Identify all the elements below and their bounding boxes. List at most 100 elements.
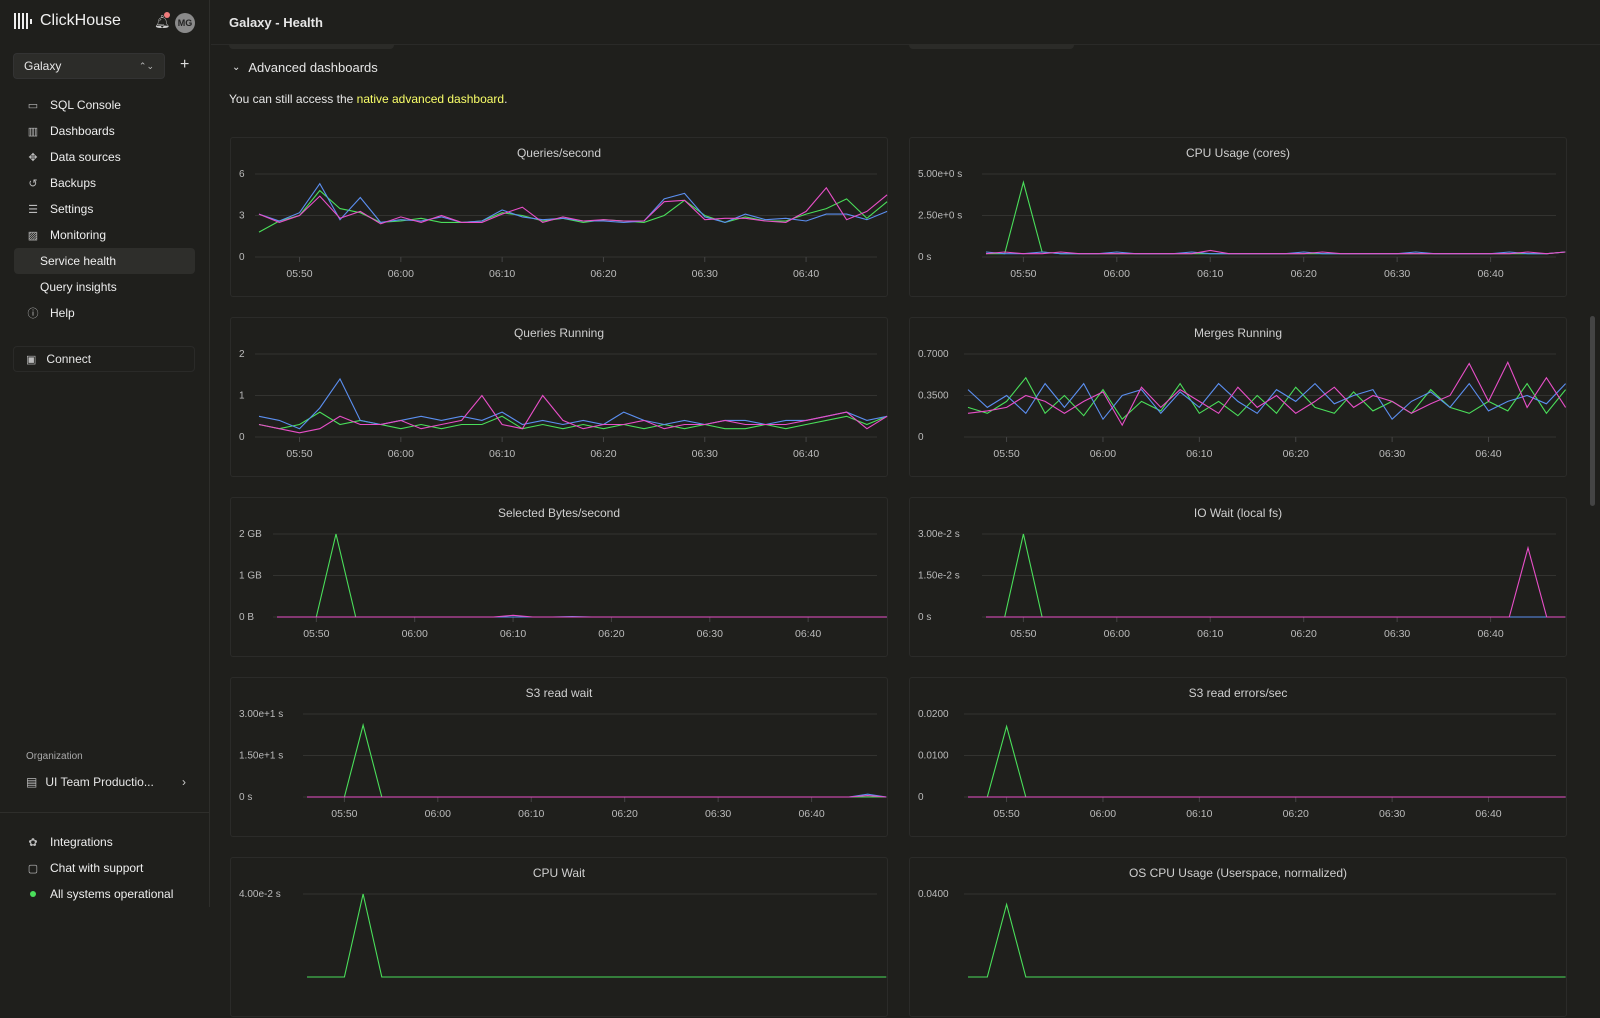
- y-tick-label: 2 GB: [239, 529, 262, 540]
- sidebar-item-chat-support[interactable]: ▢Chat with support: [14, 855, 204, 881]
- status-label: All systems operational: [50, 887, 173, 901]
- chat-icon: ▢: [26, 862, 40, 875]
- x-tick-label: 05:50: [993, 448, 1019, 460]
- y-tick-label: 0: [918, 432, 924, 443]
- sidebar-item-monitoring[interactable]: ▨ Monitoring: [14, 222, 195, 248]
- plug-icon: ✥: [26, 151, 40, 164]
- x-tick-label: 06:10: [489, 268, 515, 280]
- y-tick-label: 5.00e+0 s: [918, 169, 962, 180]
- x-tick-label: 06:00: [402, 628, 428, 640]
- status-dot-icon: [26, 888, 40, 900]
- sidebar-item-settings[interactable]: ☰Settings: [14, 196, 195, 222]
- scrollbar[interactable]: [1590, 316, 1595, 506]
- chart-plot: 4.00e-2 s: [231, 858, 889, 1018]
- series-line-0: [259, 191, 887, 233]
- chevron-right-icon: ›: [182, 775, 186, 789]
- system-status[interactable]: All systems operational: [14, 881, 204, 907]
- x-tick-label: 06:20: [590, 268, 616, 280]
- sidebar-item-dashboards[interactable]: ▥Dashboards: [14, 118, 195, 144]
- clickhouse-logo[interactable]: ClickHouse: [14, 12, 121, 30]
- notification-badge: [164, 12, 170, 18]
- x-tick-label: 06:00: [1104, 268, 1130, 280]
- connect-label: Connect: [46, 352, 91, 366]
- sidebar-item-label: Service health: [40, 254, 116, 268]
- x-tick-label: 06:40: [793, 268, 819, 280]
- x-tick-label: 06:30: [692, 448, 718, 460]
- organization-selector[interactable]: ▤ UI Team Productio... ›: [26, 775, 186, 789]
- sidebar-item-label: Help: [50, 306, 75, 320]
- monitor-icon: ▭: [26, 99, 40, 112]
- x-tick-label: 06:00: [425, 808, 451, 820]
- y-tick-label: 2.50e+0 s: [918, 211, 962, 222]
- y-tick-label: 0 s: [918, 252, 931, 263]
- service-selector-value: Galaxy: [24, 59, 61, 73]
- x-tick-label: 06:30: [705, 808, 731, 820]
- sidebar-item-backups[interactable]: ↺Backups: [14, 170, 195, 196]
- y-tick-label: 4.00e-2 s: [239, 889, 281, 900]
- sidebar-item-query-insights[interactable]: Query insights: [14, 274, 195, 300]
- y-tick-label: 1 GB: [239, 571, 262, 582]
- series-line-2: [277, 615, 887, 617]
- series-line-0: [986, 182, 1565, 253]
- page-header: Galaxy - Health: [211, 0, 1600, 45]
- add-service-button[interactable]: +: [180, 56, 189, 74]
- x-tick-label: 06:40: [1477, 628, 1503, 640]
- sidebar-item-service-health[interactable]: Service health: [14, 248, 195, 274]
- y-tick-label: 6: [239, 169, 245, 180]
- sliders-icon: ☰: [26, 203, 40, 216]
- x-tick-label: 05:50: [286, 268, 312, 280]
- organization-name: UI Team Productio...: [45, 775, 154, 789]
- y-tick-label: 0.3500: [918, 391, 949, 402]
- sidebar-item-label: Monitoring: [50, 228, 106, 242]
- series-line-2: [307, 796, 886, 797]
- sidebar-item-integrations[interactable]: ✿Integrations: [14, 829, 204, 855]
- chart-plot: 0.0400: [910, 858, 1568, 1018]
- monitor-chart-icon: ▨: [26, 229, 40, 242]
- chevron-down-icon: ⌄: [232, 62, 240, 73]
- native-dashboard-link[interactable]: native advanced dashboard: [357, 92, 504, 106]
- y-tick-label: 3.00e-2 s: [918, 529, 960, 540]
- x-tick-label: 05:50: [993, 808, 1019, 820]
- history-icon: ↺: [26, 177, 40, 190]
- series-line-2: [986, 548, 1565, 617]
- connect-button[interactable]: ▣ Connect: [13, 346, 195, 372]
- avatar[interactable]: MG: [175, 13, 195, 33]
- y-tick-label: 0 s: [239, 792, 252, 803]
- sidebar-item-sql-console[interactable]: ▭ SQL Console: [14, 92, 195, 118]
- series-line-0: [307, 725, 886, 797]
- x-tick-label: 06:40: [793, 448, 819, 460]
- advanced-dashboards-toggle[interactable]: ⌄ Advanced dashboards: [232, 60, 378, 75]
- chevron-up-down-icon: ⌃⌄: [139, 61, 154, 72]
- sidebar-item-label: Query insights: [40, 280, 117, 294]
- x-tick-label: 06:00: [388, 268, 414, 280]
- x-tick-label: 06:40: [1475, 448, 1501, 460]
- y-tick-label: 0.0200: [918, 709, 949, 720]
- divider: [0, 812, 210, 813]
- x-tick-label: 05:50: [303, 628, 329, 640]
- x-tick-label: 06:10: [1197, 268, 1223, 280]
- y-tick-label: 0 B: [239, 612, 254, 623]
- sidebar-item-label: Data sources: [50, 150, 121, 164]
- x-tick-label: 06:40: [795, 628, 821, 640]
- service-selector[interactable]: Galaxy ⌃⌄: [13, 53, 165, 79]
- y-tick-label: 1.50e-2 s: [918, 571, 960, 582]
- x-tick-label: 05:50: [331, 808, 357, 820]
- sidebar-item-data-sources[interactable]: ✥ Data sources: [14, 144, 195, 170]
- x-tick-label: 06:20: [1291, 628, 1317, 640]
- x-tick-label: 06:20: [590, 448, 616, 460]
- app-name: ClickHouse: [40, 12, 121, 30]
- y-tick-label: 0 s: [918, 612, 931, 623]
- sidebar-item-label: SQL Console: [50, 98, 121, 112]
- logo-icon: [14, 13, 32, 29]
- x-tick-label: 06:20: [1291, 268, 1317, 280]
- y-tick-label: 3: [239, 211, 245, 222]
